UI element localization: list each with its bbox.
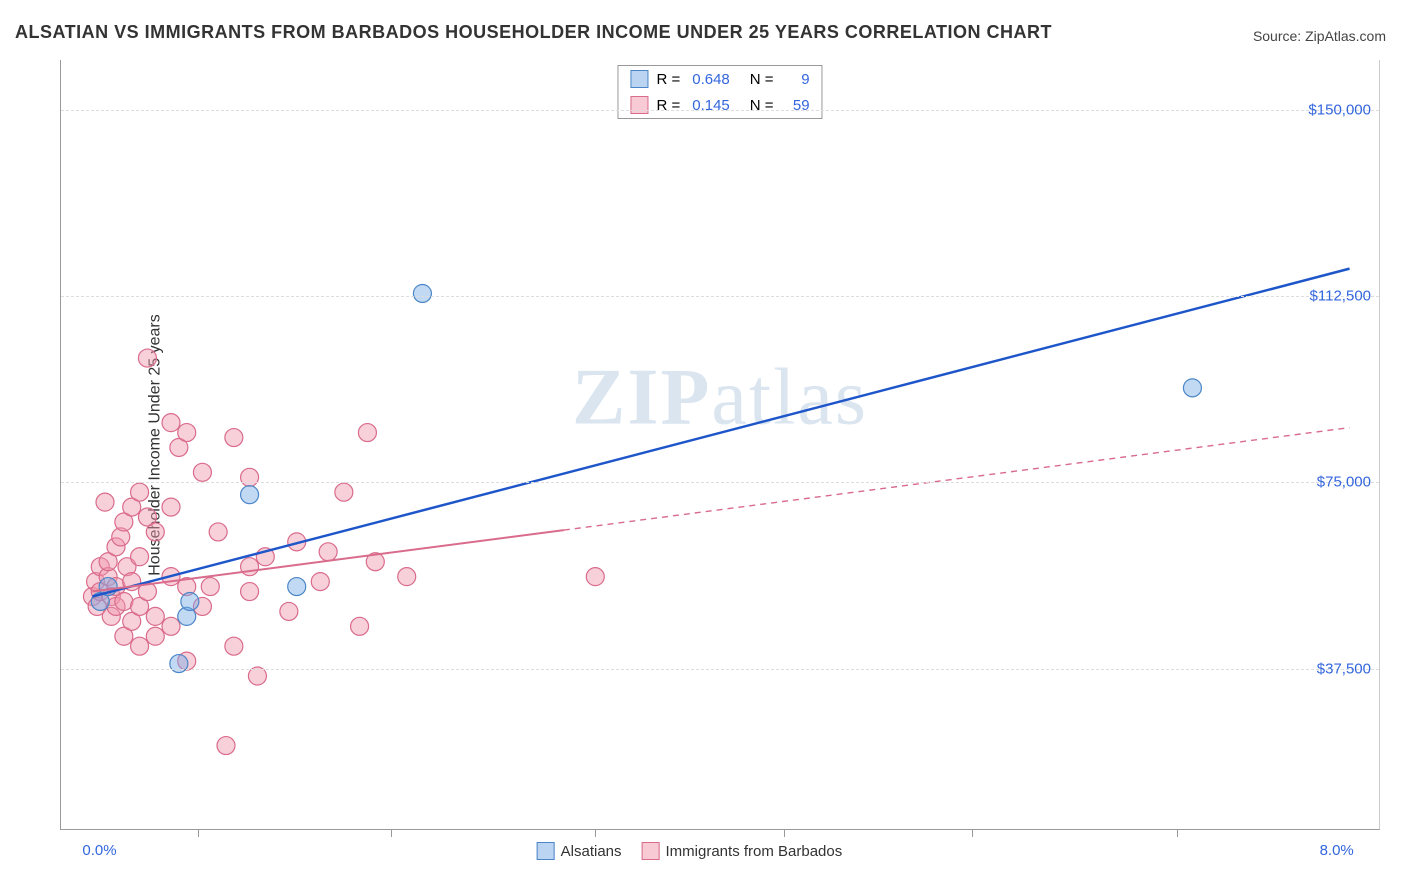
data-point (217, 737, 235, 755)
data-point (209, 523, 227, 541)
xtick-minor (784, 829, 785, 837)
data-point (170, 655, 188, 673)
data-point (335, 483, 353, 501)
gridline (61, 482, 1379, 483)
xtick-minor (972, 829, 973, 837)
data-point (241, 486, 259, 504)
ytick-label: $150,000 (1308, 101, 1371, 118)
ytick-label: $112,500 (1310, 287, 1371, 304)
scatter-svg (61, 60, 1379, 829)
legend-label: Alsatians (561, 843, 622, 860)
data-point (358, 424, 376, 442)
data-point (1183, 379, 1201, 397)
xtick-label: 0.0% (82, 842, 116, 859)
legend-row-barbados: R = 0.145 N = 59 (618, 92, 821, 118)
legend-label: Immigrants from Barbados (666, 843, 843, 860)
xtick-minor (198, 829, 199, 837)
xtick-minor (595, 829, 596, 837)
data-point (178, 424, 196, 442)
r-label: R = (656, 71, 680, 88)
xtick-label: 8.0% (1320, 842, 1354, 859)
swatch-pink-icon (642, 842, 660, 860)
data-point (146, 607, 164, 625)
data-point (288, 578, 306, 596)
data-point (193, 463, 211, 481)
data-point (131, 483, 149, 501)
n-value-barbados: 59 (786, 97, 810, 114)
xtick-minor (1177, 829, 1178, 837)
data-point (241, 558, 259, 576)
r-value-alsatians: 0.648 (692, 71, 730, 88)
data-point (225, 429, 243, 447)
data-point (138, 349, 156, 367)
data-point (131, 548, 149, 566)
n-label: N = (750, 97, 774, 114)
swatch-blue-icon (537, 842, 555, 860)
data-point (162, 498, 180, 516)
data-point (398, 568, 416, 586)
data-point (241, 583, 259, 601)
series-legend: Alsatians Immigrants from Barbados (537, 842, 843, 860)
data-point (181, 592, 199, 610)
data-point (241, 468, 259, 486)
data-point (162, 414, 180, 432)
plot-region: ZIPatlas R = 0.648 N = 9 R = 0.145 N = 5… (60, 60, 1380, 830)
gridline (61, 296, 1379, 297)
r-value-barbados: 0.145 (692, 97, 730, 114)
data-point (280, 602, 298, 620)
swatch-blue-icon (630, 70, 648, 88)
gridline (61, 110, 1379, 111)
legend-item-barbados: Immigrants from Barbados (642, 842, 843, 860)
ytick-label: $37,500 (1317, 660, 1371, 677)
data-point (146, 523, 164, 541)
legend-row-alsatians: R = 0.648 N = 9 (618, 66, 821, 92)
correlation-legend: R = 0.648 N = 9 R = 0.145 N = 59 (617, 65, 822, 119)
trend-line (92, 269, 1349, 597)
data-point (311, 573, 329, 591)
ytick-label: $75,000 (1317, 474, 1371, 491)
data-point (248, 667, 266, 685)
chart-title: ALSATIAN VS IMMIGRANTS FROM BARBADOS HOU… (15, 22, 1052, 43)
data-point (319, 543, 337, 561)
xtick-minor (391, 829, 392, 837)
data-point (225, 637, 243, 655)
source-attribution: Source: ZipAtlas.com (1253, 28, 1386, 44)
data-point (146, 627, 164, 645)
data-point (413, 284, 431, 302)
swatch-pink-icon (630, 96, 648, 114)
n-value-alsatians: 9 (786, 71, 810, 88)
data-point (96, 493, 114, 511)
data-point (162, 617, 180, 635)
data-point (131, 637, 149, 655)
data-point (201, 578, 219, 596)
gridline (61, 669, 1379, 670)
data-point (586, 568, 604, 586)
n-label: N = (750, 71, 774, 88)
r-label: R = (656, 97, 680, 114)
data-point (351, 617, 369, 635)
chart-area: Householder Income Under 25 years ZIPatl… (60, 60, 1380, 830)
legend-item-alsatians: Alsatians (537, 842, 622, 860)
